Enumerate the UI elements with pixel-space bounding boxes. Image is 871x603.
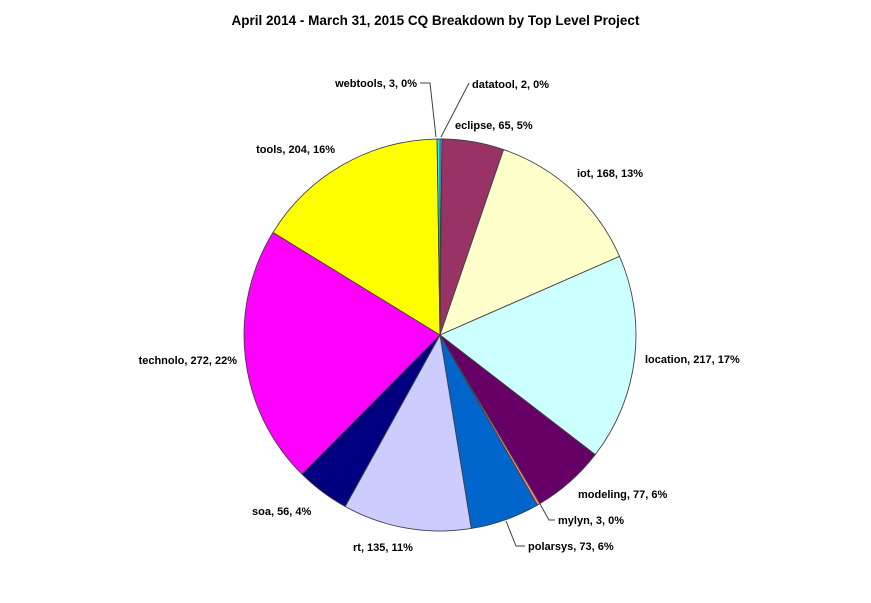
chart-title: April 2014 - March 31, 2015 CQ Breakdown… (231, 13, 640, 28)
slice-label-iot: iot, 168, 13% (577, 168, 643, 180)
leader-line-webtools (420, 82, 437, 138)
slice-label-datatool: datatool, 2, 0% (472, 79, 549, 91)
pie-slice-location (439, 255, 637, 456)
pie-slice-technolo (243, 231, 441, 475)
slice-label-modeling: modeling, 77, 6% (578, 489, 667, 501)
slice-label-mylyn: mylyn, 3, 0% (558, 515, 624, 527)
leader-line-polarsys (505, 520, 525, 547)
pie-slice-rt (344, 334, 472, 532)
slice-label-polarsys: polarsys, 73, 6% (528, 541, 614, 553)
slice-label-tools: tools, 204, 16% (256, 144, 335, 156)
slice-label-soa: soa, 56, 4% (252, 506, 312, 518)
leader-line-mylyn (539, 503, 555, 521)
slice-label-rt: rt, 135, 11% (353, 542, 413, 554)
pie-slice-iot (439, 149, 620, 336)
slice-label-eclipse: eclipse, 65, 5% (455, 120, 533, 132)
pie-slice-webtools (436, 138, 441, 336)
slice-label-webtools: webtools, 3, 0% (334, 78, 417, 90)
slice-label-location: location, 217, 17% (645, 354, 740, 366)
leader-line-datatool (440, 82, 470, 138)
pie-slice-tools (272, 138, 441, 336)
slice-label-technolo: technolo, 272, 22% (139, 355, 238, 367)
